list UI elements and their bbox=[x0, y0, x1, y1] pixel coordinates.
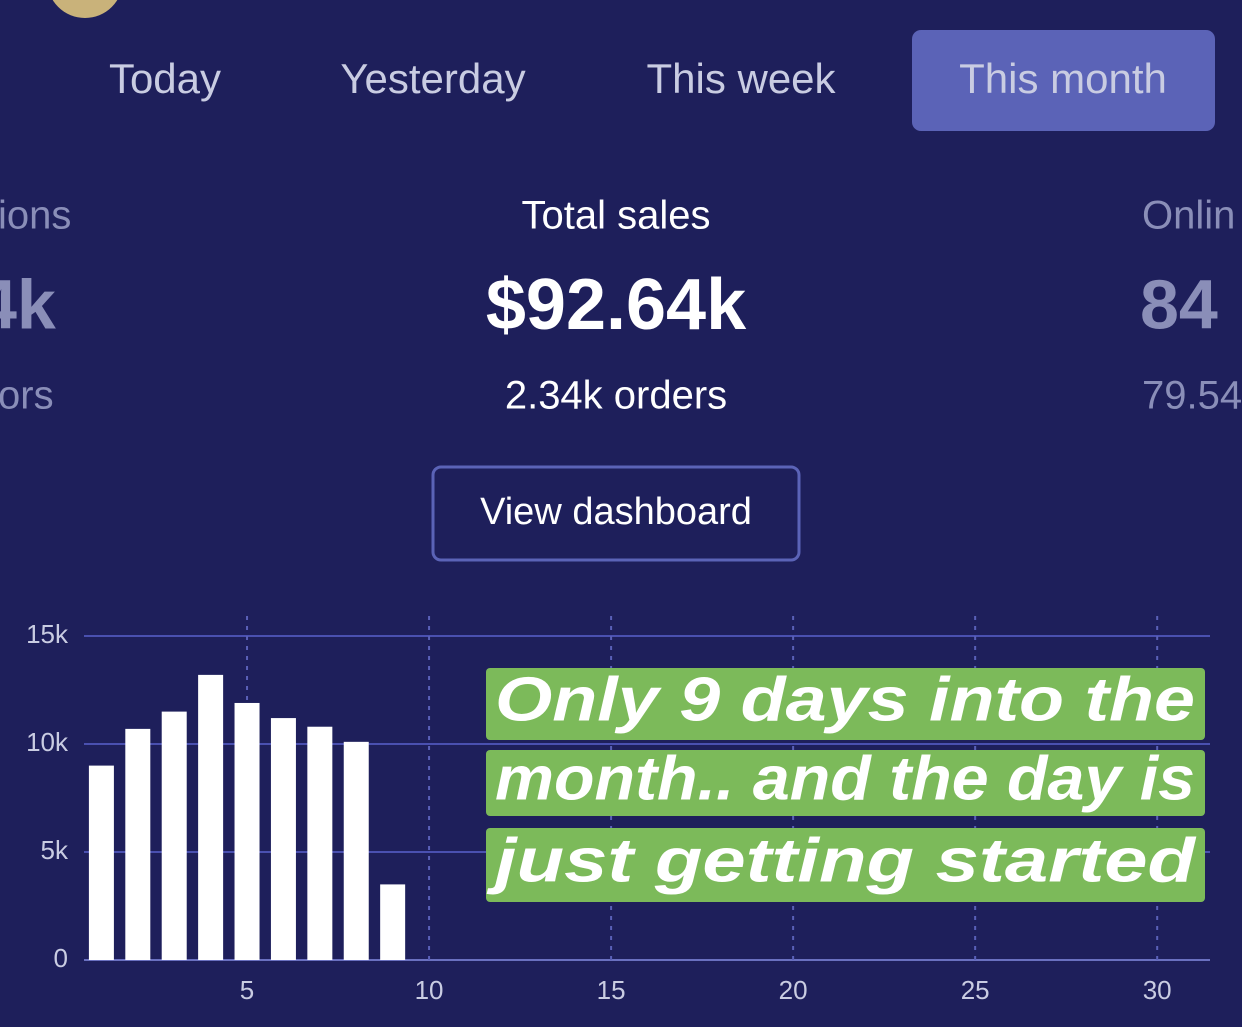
chart: 0 5k 10k 15k 5 10 15 20 25 30 Only 9 days into the… bbox=[26, 616, 1210, 1005]
annotation-line: just getting started bbox=[486, 826, 1196, 895]
stat-label: sions bbox=[0, 194, 71, 238]
bar bbox=[234, 702, 260, 960]
bar bbox=[161, 711, 187, 960]
stat-sub: 2.34k orders bbox=[505, 374, 727, 418]
view-dashboard-button[interactable]: View dashboard bbox=[431, 465, 801, 562]
y-tick-label: 5k bbox=[41, 835, 69, 865]
bar bbox=[198, 674, 224, 960]
annotation-line: month.. and the day is bbox=[495, 744, 1195, 813]
x-tick-label: 30 bbox=[1143, 975, 1172, 1005]
tab-bar: Today Yesterday This week This month bbox=[109, 30, 1215, 131]
y-tick-label: 0 bbox=[54, 943, 68, 973]
x-tick-label: 5 bbox=[240, 975, 254, 1005]
x-tick-label: 15 bbox=[597, 975, 626, 1005]
bar bbox=[270, 718, 296, 960]
tab[interactable]: This month bbox=[959, 55, 1167, 102]
bar bbox=[380, 884, 406, 960]
tab[interactable]: This week bbox=[646, 55, 836, 102]
stat-sub: itors bbox=[0, 374, 54, 418]
avatar bbox=[52, 0, 118, 18]
x-tick-label: 25 bbox=[961, 975, 990, 1005]
stat-value: 4k bbox=[0, 265, 56, 343]
stat-label: Onlin bbox=[1142, 194, 1235, 238]
active-tab-bg[interactable] bbox=[912, 30, 1215, 131]
annotation-highlight bbox=[486, 750, 1205, 816]
y-tick-label: 15k bbox=[26, 619, 69, 649]
y-tick-label: 10k bbox=[26, 727, 69, 757]
bar bbox=[125, 728, 151, 960]
button-frame[interactable] bbox=[431, 465, 801, 562]
x-tick-label: 10 bbox=[415, 975, 444, 1005]
x-tick-label: 20 bbox=[779, 975, 808, 1005]
bar bbox=[307, 726, 333, 960]
stat-sub: 79.54 bbox=[1142, 374, 1242, 418]
tab[interactable]: Yesterday bbox=[340, 55, 525, 102]
bar bbox=[88, 765, 114, 960]
annotation-highlight bbox=[486, 668, 1205, 740]
bar bbox=[343, 741, 369, 960]
tab[interactable]: Today bbox=[109, 55, 221, 102]
stat-label: Total sales bbox=[522, 194, 711, 238]
button-label[interactable]: View dashboard bbox=[480, 491, 752, 533]
stat-value: 84 bbox=[1140, 265, 1218, 343]
annotation-highlight bbox=[486, 828, 1205, 902]
annotation-line: Only 9 days into the bbox=[495, 665, 1195, 734]
stat-value: $92.64k bbox=[486, 265, 747, 345]
